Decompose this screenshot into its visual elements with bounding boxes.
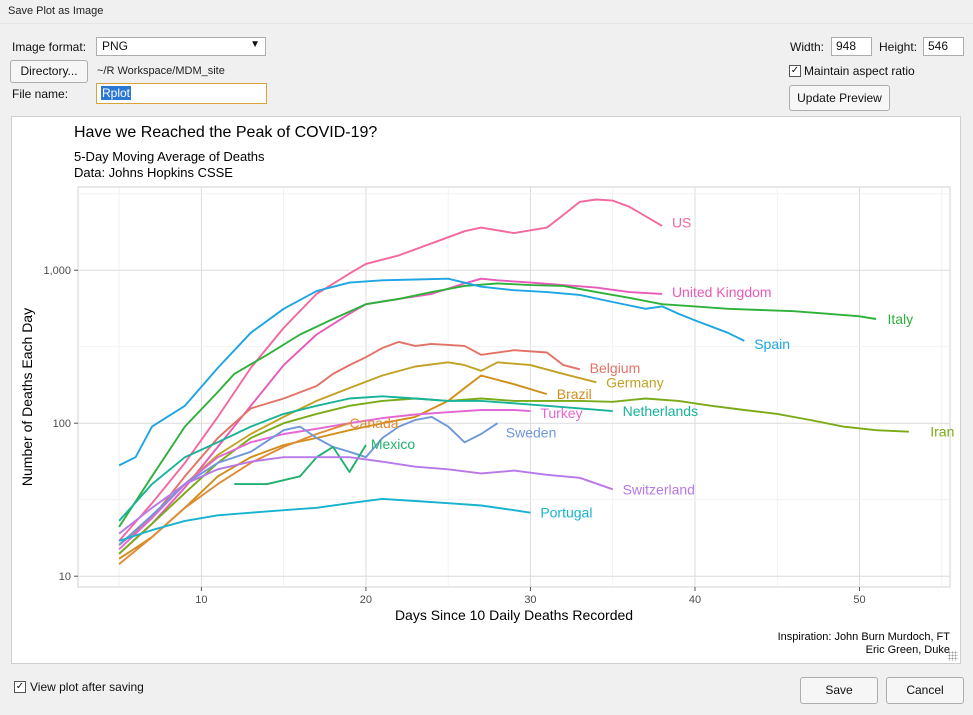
series-label-united-kingdom: United Kingdom bbox=[672, 284, 772, 300]
directory-path: ~/R Workspace/MDM_site bbox=[97, 65, 225, 77]
series-line-canada bbox=[118, 422, 350, 565]
series-line-sweden bbox=[118, 415, 499, 546]
y-tick-label: 10 bbox=[59, 571, 71, 583]
x-tick-label: 40 bbox=[689, 594, 701, 606]
series-line-netherlands bbox=[118, 395, 613, 522]
width-input[interactable]: 948 bbox=[831, 37, 872, 56]
format-value: PNG bbox=[102, 39, 129, 53]
chart-subtitle-1: 5-Day Moving Average of Deaths bbox=[74, 149, 265, 164]
series-label-us: US bbox=[672, 215, 691, 231]
y-axis-title: Number of Deaths Each Day bbox=[19, 308, 35, 486]
view-after-checkbox[interactable]: ✓ bbox=[14, 681, 26, 693]
covid-chart: US United Kingdom Italy Spain Iran BelgiumGer… bbox=[19, 124, 954, 656]
series-label-turkey: Turkey bbox=[540, 405, 582, 421]
aspect-label: Maintain aspect ratio bbox=[804, 64, 915, 78]
x-axis-title: Days Since 10 Daily Deaths Recorded bbox=[395, 607, 633, 623]
save-button[interactable]: Save bbox=[800, 677, 878, 704]
series-label-netherlands: Netherlands bbox=[623, 403, 699, 419]
series-line-italy bbox=[118, 282, 877, 528]
format-label: Image format: bbox=[12, 40, 87, 54]
series-label-germany: Germany bbox=[606, 374, 664, 390]
series-line-us bbox=[118, 198, 663, 542]
series-line-iran bbox=[118, 397, 909, 555]
series-line-spain bbox=[118, 277, 745, 467]
aspect-checkbox[interactable]: ✓ bbox=[789, 65, 801, 77]
filename-label: File name: bbox=[12, 87, 69, 101]
cancel-button[interactable]: Cancel bbox=[886, 677, 964, 704]
axis-ticks: 10 20 30 40 50 10 100 1,000 bbox=[43, 265, 865, 606]
height-label: Height: bbox=[879, 40, 918, 54]
checkmark-icon: ✓ bbox=[790, 65, 800, 76]
caption-line-2: Eric Green, Duke bbox=[866, 644, 950, 656]
series-lines bbox=[118, 198, 909, 565]
y-tick-label: 1,000 bbox=[43, 265, 71, 277]
series-label-canada: Canada bbox=[349, 415, 398, 431]
view-after-label: View plot after saving bbox=[30, 680, 144, 694]
update-preview-button[interactable]: Update Preview bbox=[789, 85, 890, 111]
resize-grip-icon[interactable] bbox=[948, 651, 958, 661]
series-line-germany bbox=[118, 361, 597, 546]
series-label-brazil: Brazil bbox=[557, 386, 592, 402]
series-labels: US United Kingdom Italy Spain Iran BelgiumGer… bbox=[349, 215, 954, 521]
series-line-belgium bbox=[118, 340, 581, 546]
series-line-switzerland bbox=[118, 456, 614, 535]
window-title: Save Plot as Image bbox=[0, 0, 973, 24]
x-tick-label: 20 bbox=[360, 594, 372, 606]
plot-preview: US United Kingdom Italy Spain Iran Belgium Ger… bbox=[11, 116, 961, 664]
grid-lines bbox=[78, 187, 950, 587]
series-label-spain: Spain bbox=[754, 336, 790, 352]
x-tick-label: 50 bbox=[853, 594, 865, 606]
filename-input[interactable]: Rplot bbox=[96, 83, 267, 104]
chevron-down-icon: ▼ bbox=[250, 39, 260, 50]
series-label-belgium: Belgium bbox=[590, 360, 641, 376]
series-label-iran: Iran bbox=[930, 424, 954, 440]
height-input[interactable]: 546 bbox=[923, 37, 964, 56]
caption-line-1: Inspiration: John Burn Murdoch, FT bbox=[778, 631, 951, 643]
width-label: Width: bbox=[790, 40, 825, 54]
filename-value: Rplot bbox=[101, 86, 132, 100]
checkmark-icon: ✓ bbox=[15, 681, 25, 692]
directory-button[interactable]: Directory... bbox=[10, 60, 88, 83]
series-line-brazil bbox=[118, 374, 548, 560]
format-select[interactable]: PNG ▼ bbox=[96, 37, 266, 56]
series-label-sweden: Sweden bbox=[506, 424, 557, 440]
series-label-portugal: Portugal bbox=[540, 505, 592, 521]
series-label-italy: Italy bbox=[887, 311, 913, 327]
y-tick-label: 100 bbox=[53, 418, 71, 430]
x-tick-label: 30 bbox=[524, 594, 536, 606]
x-tick-label: 10 bbox=[195, 594, 207, 606]
chart-title: Have we Reached the Peak of COVID-19? bbox=[74, 124, 377, 141]
series-label-switzerland: Switzerland bbox=[623, 481, 695, 497]
series-label-mexico: Mexico bbox=[371, 436, 416, 452]
plot-panel bbox=[77, 186, 951, 588]
series-line-portugal bbox=[118, 497, 531, 542]
chart-subtitle-2: Data: Johns Hopkins CSSE bbox=[74, 165, 233, 180]
